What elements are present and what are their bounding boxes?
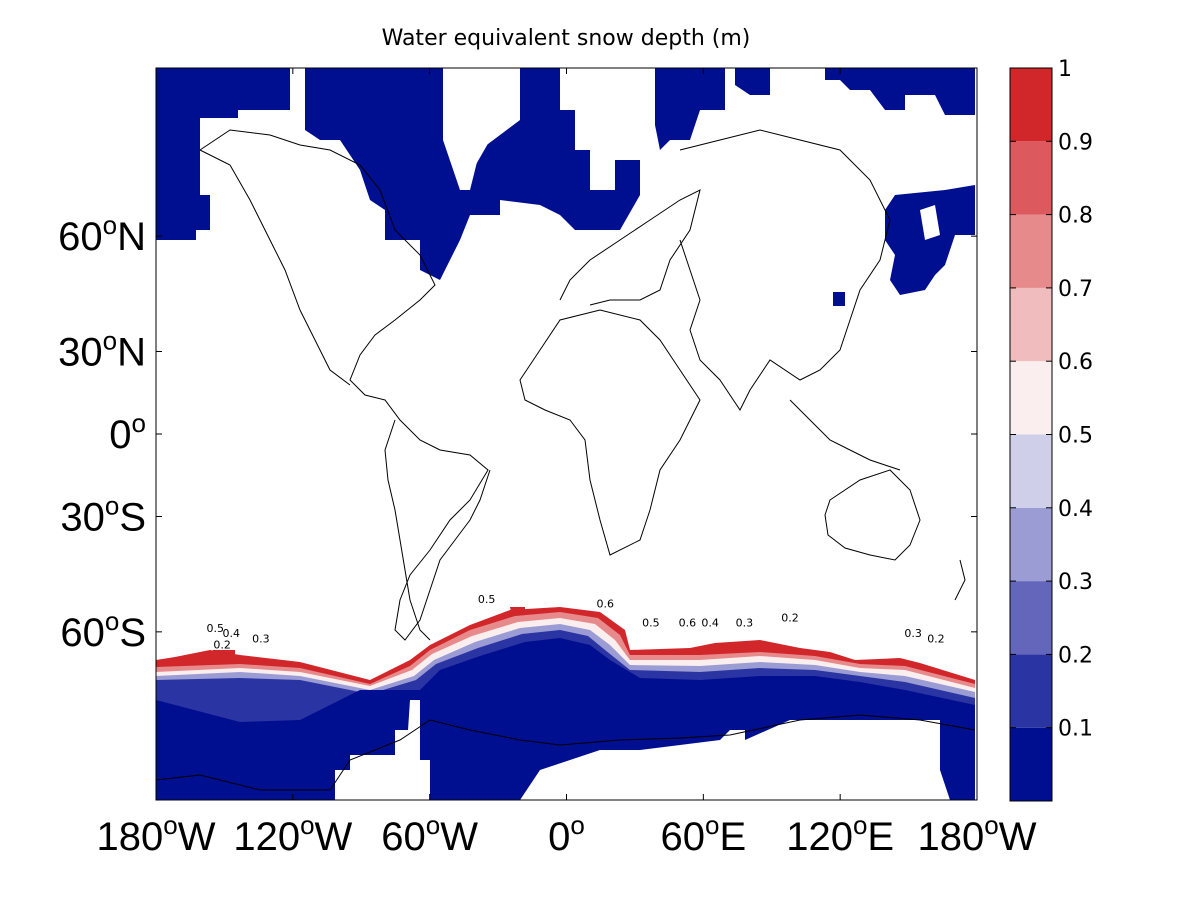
coastline-new-zealand	[954, 559, 966, 601]
y-tick-label: 30oS	[60, 491, 146, 540]
colorbar-tick-label: 0.4	[1058, 497, 1093, 522]
colorbar-bands	[1010, 68, 1052, 801]
snow-region-okhotsk-hole	[920, 205, 940, 240]
colorbar-tick-label: 0.7	[1058, 277, 1093, 302]
coastlines	[155, 129, 976, 791]
contour-labels: 0.50.40.2 0.30.5 0.60.5 0.6 0.4 0.3 0.20.3 0.2	[207, 593, 945, 651]
colorbar-tick-label: 0.1	[1058, 717, 1093, 742]
chart-title: Water equivalent snow depth (m)	[382, 26, 751, 51]
coastline-southeast-asia	[789, 399, 901, 471]
x-tick-label: 0o	[548, 810, 585, 859]
x-tick-label: 120oE	[786, 810, 894, 859]
coastline-asia	[679, 129, 891, 411]
colorbar-band	[1010, 727, 1052, 801]
contour-label: 0.6	[679, 617, 697, 630]
contour-label: 0.4	[223, 627, 241, 640]
snow-region-japan-sea-patch	[833, 292, 845, 306]
snow-region-laptev-sea	[825, 68, 975, 115]
colorbar-band	[1010, 287, 1052, 362]
coastline-europe	[559, 189, 701, 306]
coastline-africa-europe	[519, 309, 701, 556]
snow-region-greenland-hole	[445, 68, 520, 175]
snow-region-antarctic-nodata-east	[520, 720, 950, 800]
colorbar: 0.1 0.2 0.3 0.4 0.5 0.6 0.7 0.8 0.9 1	[1009, 57, 1093, 802]
contour-label: 0.5	[207, 622, 225, 635]
colorbar-tick-label: 0.2	[1058, 643, 1093, 668]
snow-field	[156, 68, 975, 800]
contour-label: 0.3	[904, 627, 922, 640]
contour-label: 0.2	[213, 638, 231, 651]
contour-label: 0.5	[478, 593, 496, 606]
colorbar-band	[1010, 214, 1052, 288]
colorbar-ticks: 0.1 0.2 0.3 0.4 0.5 0.6 0.7 0.8 0.9 1	[1010, 57, 1093, 742]
x-tick-label: 60oE	[661, 810, 747, 859]
snow-region-antarctic-nodata-west	[335, 700, 430, 800]
y-axis-ticks: 60oN 30oN 0o 30oS 60oS	[58, 210, 977, 655]
colorbar-band	[1010, 507, 1052, 582]
snow-region-arctic-north-america	[156, 68, 290, 240]
contour-label: 0.2	[781, 612, 799, 625]
colorbar-band	[1010, 434, 1052, 508]
colorbar-band	[1010, 581, 1052, 655]
snow-region-ross-high	[213, 650, 235, 658]
coastline-north-america	[199, 129, 491, 641]
colorbar-tick-label: 0.9	[1058, 130, 1093, 155]
contour-label: 0.3	[252, 633, 270, 646]
colorbar-tick-label: 0.6	[1058, 350, 1093, 375]
colorbar-tick-label: 0.8	[1058, 204, 1093, 229]
coastline-north-america-west	[199, 149, 351, 386]
y-tick-label: 60oN	[58, 210, 146, 259]
colorbar-tick-label: 1	[1058, 57, 1072, 82]
y-tick-label: 60oS	[60, 606, 146, 655]
contour-label: 0.3	[736, 617, 754, 630]
y-tick-label: 30oN	[58, 325, 146, 374]
snow-region-sea-of-okhotsk	[885, 185, 975, 295]
contour-label: 0.2	[927, 633, 945, 646]
y-tick-label: 0o	[109, 408, 146, 457]
colorbar-band	[1010, 654, 1052, 728]
map-axes: 0.50.40.2 0.30.5 0.60.5 0.6 0.4 0.3 0.20.3 0.2 …	[58, 67, 1037, 859]
colorbar-band	[1010, 68, 1052, 142]
colorbar-tick-label: 0.3	[1058, 570, 1093, 595]
x-axis-ticks: 180oW 120oW 60oW 0o 60oE 120oE 180oW	[97, 68, 1037, 859]
colorbar-band	[1010, 361, 1052, 435]
snow-region-hudson-labrador	[305, 68, 640, 280]
snow-region-arctic-eurasia	[655, 68, 725, 150]
coastline-south-america	[384, 419, 431, 641]
contour-label: 0.6	[597, 597, 615, 610]
x-tick-label: 120oW	[233, 810, 352, 859]
x-tick-label: 180oW	[97, 810, 216, 859]
contour-label: 0.4	[701, 617, 719, 630]
snow-region-siberian-coast	[735, 68, 770, 95]
colorbar-tick-label: 0.5	[1058, 424, 1093, 449]
snow-region-weddell-high	[510, 607, 525, 616]
coastline-australia	[824, 469, 921, 561]
contour-label: 0.5	[642, 617, 660, 630]
colorbar-band	[1010, 141, 1052, 215]
x-tick-label: 180oW	[918, 810, 1037, 859]
x-tick-label: 60oW	[381, 810, 478, 859]
coastline-antarctica	[155, 714, 976, 791]
